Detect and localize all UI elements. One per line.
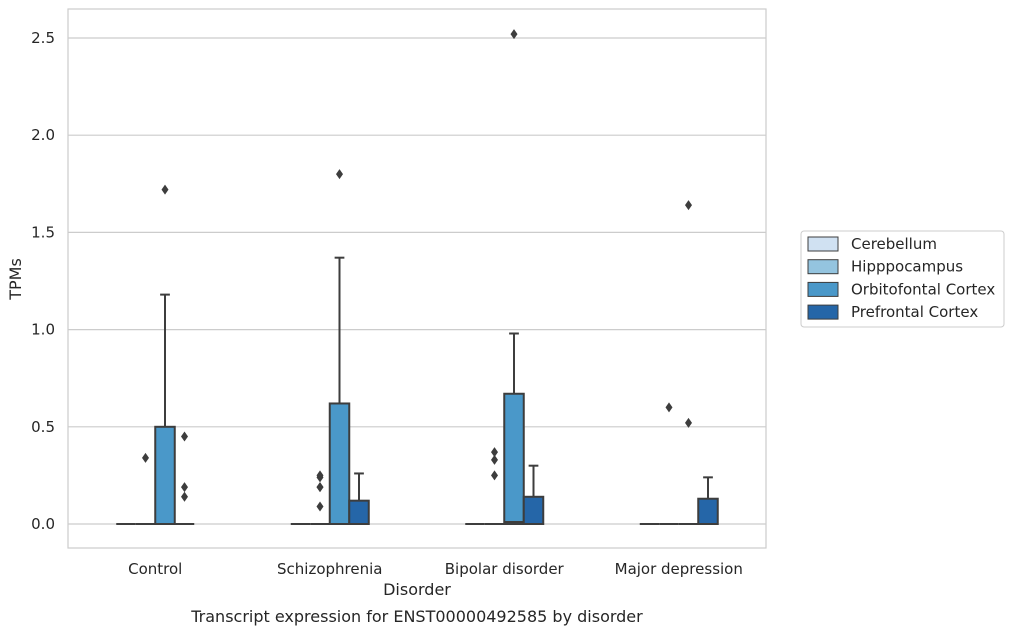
box-body: [348, 499, 370, 525]
outlier-point: [685, 200, 692, 211]
x-tick-label: Control: [128, 560, 182, 578]
chart-caption: Transcript expression for ENST0000049258…: [190, 607, 643, 626]
box-body: [697, 497, 719, 525]
y-tick-label: 0.0: [31, 515, 55, 533]
plot-area: [67, 8, 767, 549]
legend-swatch: [807, 236, 839, 252]
outlier-point: [665, 402, 673, 413]
outlier-point: [685, 417, 692, 428]
legend-label: Prefrontal Cortex: [851, 303, 978, 321]
box-series: [116, 29, 719, 526]
box-hipppocampus: [659, 402, 679, 525]
x-tick-label: Bipolar disorder: [445, 560, 565, 578]
outlier-point: [491, 447, 498, 458]
y-tick-label: 0.5: [31, 418, 55, 436]
box-hipppocampus: [484, 447, 505, 525]
box-body: [154, 425, 176, 525]
box-orbitofontal-cortex: [678, 200, 699, 525]
outlier-point: [161, 184, 169, 195]
box-hipppocampus: [310, 470, 330, 525]
y-tick-label: 1.0: [31, 321, 55, 339]
x-tick-labels: Control Schizophrenia Bipolar disorder Majo…: [128, 560, 743, 578]
outlier-point: [316, 470, 324, 481]
outlier-point: [181, 491, 188, 502]
y-tick-labels: 0.0 0.5 1.0 1.5 2.0 2.5: [31, 29, 55, 533]
box-body: [503, 392, 525, 526]
box-orbitofontal-cortex: [503, 29, 525, 526]
y-axis-label: TPMs: [6, 258, 25, 301]
box-hipppocampus: [135, 452, 156, 525]
outlier-point: [316, 482, 324, 493]
box-prefrontal-cortex: [348, 472, 370, 525]
legend-swatch: [807, 281, 839, 297]
box-body: [328, 402, 351, 525]
legend-frame: [800, 230, 1005, 328]
outlier-point: [142, 452, 149, 463]
box-prefrontal-cortex: [522, 464, 545, 525]
outlier-point: [336, 169, 343, 180]
outlier-point: [491, 454, 498, 465]
legend-label: Orbitofontal Cortex: [851, 280, 995, 298]
box-orbitofontal-cortex: [154, 184, 176, 525]
box-body: [522, 495, 545, 525]
box-prefrontal-cortex: [697, 476, 719, 525]
legend-swatch: [807, 304, 839, 320]
box-orbitofontal-cortex: [328, 169, 351, 525]
legend: Cerebellum Hipppocampus Orbitofontal Corte…: [800, 230, 1005, 328]
y-tick-label: 2.0: [31, 126, 55, 144]
y-tick-label: 1.5: [31, 223, 55, 241]
legend-label: Hipppocampus: [851, 258, 963, 276]
legend-label: Cerebellum: [851, 235, 937, 253]
outlier-point: [510, 29, 518, 40]
x-tick-label: Major depression: [615, 560, 743, 578]
box-prefrontal-cortex: [174, 431, 195, 525]
outlier-point: [491, 470, 498, 481]
outlier-point: [181, 431, 188, 442]
legend-swatch: [807, 259, 839, 275]
y-tick-label: 2.5: [31, 29, 55, 47]
x-tick-label: Schizophrenia: [277, 560, 382, 578]
outlier-point: [316, 501, 324, 512]
outlier-point: [181, 482, 188, 493]
x-axis-label: Disorder: [383, 580, 451, 599]
